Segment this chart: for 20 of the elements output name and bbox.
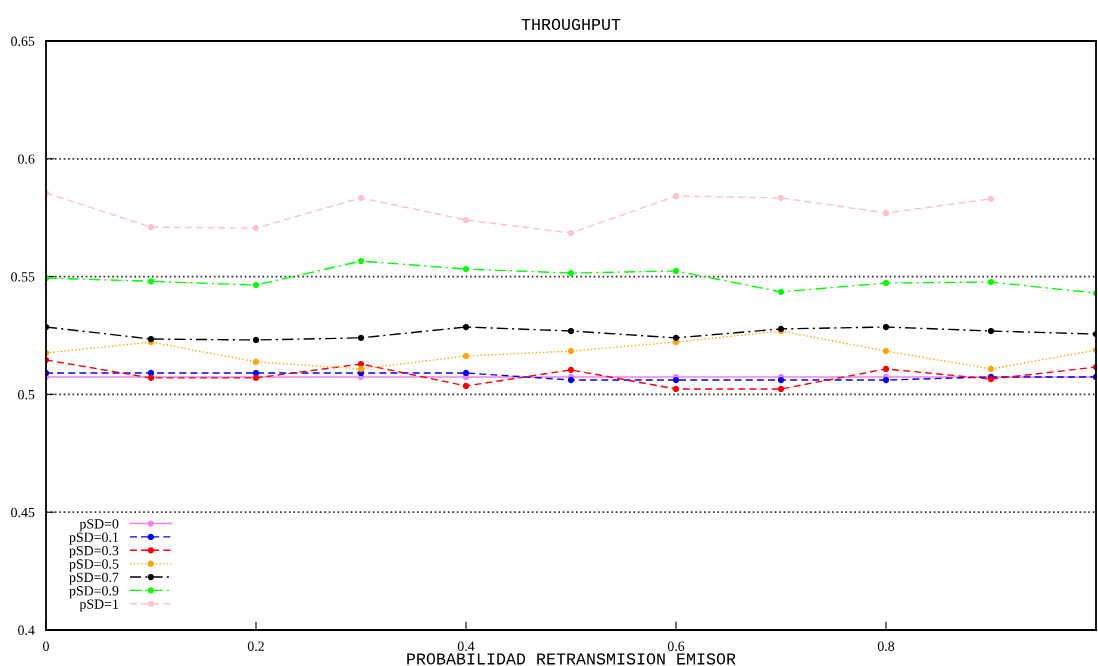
y-tick-label: 0.6 [18,154,35,164]
y-tick-label: 0.5 [18,389,35,400]
x-axis-title: PROBABILIDAD RETRANSMISION EMISOR [407,653,736,665]
y-tick-label: 0.4 [18,625,35,636]
y-tick-label: 0.65 [11,36,35,47]
legend-label: pSD=0.3 [69,545,119,559]
legend-label: pSD=0.5 [69,559,119,572]
legend-label: pSD=0 [79,519,119,532]
y-tick-label: 0.55 [11,272,35,282]
legend-label: pSD=1 [79,599,119,612]
x-tick-label: 0.4 [457,641,475,651]
legend-label: pSD=0.7 [69,572,119,585]
chart-title: THROUGHPUT [521,18,621,31]
legend-label: pSD=0.1 [69,532,119,545]
y-tick-label: 0.45 [11,507,35,518]
legend-label: pSD=0.9 [69,586,119,599]
x-tick-label: 0.2 [247,641,264,651]
x-tick-label: 0.6 [667,641,685,651]
x-tick-label: 0.8 [877,641,895,651]
x-tick-label: 0 [43,641,49,651]
